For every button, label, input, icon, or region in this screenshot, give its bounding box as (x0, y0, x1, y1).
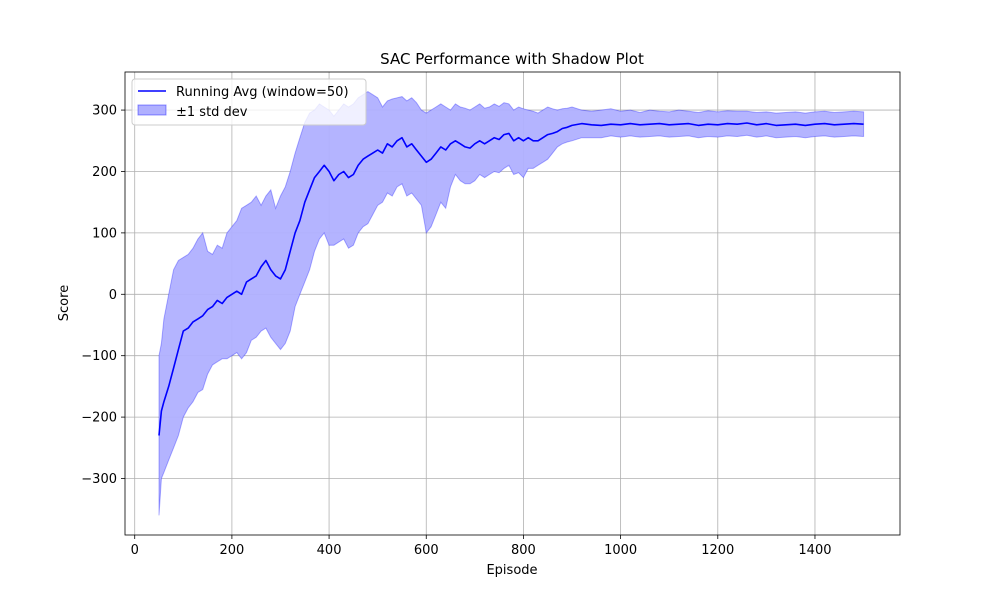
legend-label-running-avg: Running Avg (window=50) (176, 85, 349, 100)
y-axis-ticks: −300 −200 −100 0 100 200 300 (81, 104, 125, 487)
x-tick-label: 600 (414, 543, 439, 558)
y-tick-label: 200 (92, 165, 117, 180)
chart-title: SAC Performance with Shadow Plot (380, 50, 644, 68)
x-tick-label: 200 (219, 543, 244, 558)
x-tick-label: 1400 (798, 543, 831, 558)
y-tick-label: −100 (81, 349, 117, 364)
y-tick-label: 0 (109, 288, 117, 303)
legend-fill-swatch (137, 104, 167, 116)
x-tick-label: 1200 (701, 543, 734, 558)
y-tick-label: 100 (92, 226, 117, 241)
running-avg-layer (158, 122, 864, 436)
y-tick-label: −200 (81, 411, 117, 426)
x-tick-label: 0 (131, 543, 139, 558)
legend-box (131, 78, 367, 126)
std-band-layer (158, 91, 865, 516)
std-dev-band (158, 91, 865, 516)
x-axis-ticks: 0 200 400 600 800 1000 1200 1400 (131, 535, 832, 558)
x-axis-label: Episode (486, 563, 537, 578)
legend: Running Avg (window=50) ±1 std dev (131, 78, 367, 126)
legend-label-std-dev: ±1 std dev (176, 105, 248, 120)
plot-frame (124, 71, 901, 536)
y-tick-label: 300 (92, 104, 117, 119)
y-tick-label: −300 (81, 472, 117, 487)
x-tick-label: 400 (317, 543, 342, 558)
running-avg-line (158, 122, 864, 436)
y-axis-label: Score (57, 285, 72, 321)
x-tick-label: 1000 (604, 543, 637, 558)
x-tick-label: 800 (511, 543, 536, 558)
